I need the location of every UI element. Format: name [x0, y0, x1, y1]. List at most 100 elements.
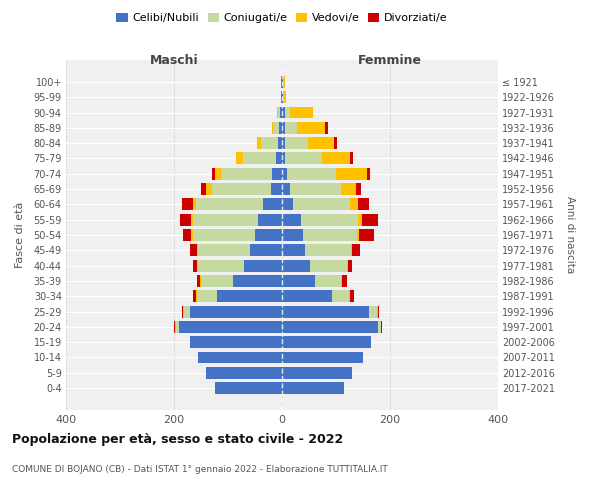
Text: COMUNE DI BOJANO (CB) - Dati ISTAT 1° gennaio 2022 - Elaborazione TUTTITALIA.IT: COMUNE DI BOJANO (CB) - Dati ISTAT 1° ge…: [12, 466, 388, 474]
Bar: [215, 168, 221, 179]
Bar: [316, 275, 341, 287]
Bar: [193, 214, 258, 226]
Bar: [196, 198, 263, 210]
Bar: [274, 122, 280, 134]
Bar: [282, 214, 301, 226]
Bar: [190, 306, 282, 318]
Bar: [282, 137, 285, 149]
Bar: [282, 306, 370, 318]
Bar: [282, 382, 344, 394]
Bar: [350, 244, 352, 256]
Bar: [322, 152, 350, 164]
Bar: [243, 152, 275, 164]
Bar: [282, 260, 310, 272]
Bar: [282, 91, 283, 103]
Bar: [282, 321, 378, 333]
Bar: [285, 152, 322, 164]
Bar: [263, 198, 282, 210]
Bar: [217, 290, 282, 302]
Bar: [358, 214, 362, 226]
Bar: [277, 106, 278, 118]
Bar: [182, 229, 191, 241]
Text: Femmine: Femmine: [358, 54, 422, 66]
Bar: [282, 183, 290, 195]
Bar: [221, 168, 272, 179]
Y-axis label: Fasce di età: Fasce di età: [15, 202, 25, 268]
Bar: [275, 152, 282, 164]
Bar: [282, 290, 332, 302]
Bar: [282, 76, 283, 88]
Bar: [233, 275, 282, 287]
Bar: [212, 183, 271, 195]
Bar: [287, 168, 336, 179]
Bar: [278, 106, 280, 118]
Bar: [175, 321, 176, 333]
Bar: [282, 336, 371, 348]
Bar: [378, 321, 382, 333]
Bar: [282, 352, 363, 364]
Bar: [280, 122, 282, 134]
Bar: [198, 352, 282, 364]
Bar: [193, 198, 196, 210]
Bar: [255, 229, 282, 241]
Bar: [347, 260, 348, 272]
Bar: [196, 290, 197, 302]
Bar: [356, 229, 359, 241]
Bar: [290, 183, 341, 195]
Bar: [341, 183, 356, 195]
Bar: [201, 183, 206, 195]
Bar: [305, 244, 350, 256]
Bar: [367, 168, 370, 179]
Bar: [349, 290, 350, 302]
Bar: [370, 306, 377, 318]
Bar: [281, 91, 282, 103]
Bar: [272, 168, 282, 179]
Bar: [250, 244, 282, 256]
Bar: [280, 106, 282, 118]
Bar: [257, 137, 262, 149]
Bar: [285, 106, 290, 118]
Bar: [348, 260, 352, 272]
Bar: [359, 229, 374, 241]
Bar: [198, 244, 250, 256]
Bar: [206, 367, 282, 379]
Bar: [190, 336, 282, 348]
Bar: [356, 183, 361, 195]
Bar: [244, 260, 282, 272]
Bar: [350, 290, 355, 302]
Bar: [182, 306, 184, 318]
Bar: [258, 214, 282, 226]
Bar: [176, 321, 179, 333]
Bar: [193, 260, 197, 272]
Bar: [350, 152, 353, 164]
Bar: [362, 214, 378, 226]
Bar: [293, 198, 349, 210]
Bar: [197, 290, 217, 302]
Bar: [262, 137, 278, 149]
Bar: [290, 106, 313, 118]
Bar: [282, 168, 287, 179]
Bar: [193, 229, 255, 241]
Bar: [182, 198, 193, 210]
Bar: [325, 122, 328, 134]
Bar: [281, 76, 282, 88]
Bar: [200, 275, 201, 287]
Bar: [297, 122, 325, 134]
Bar: [282, 229, 302, 241]
Bar: [378, 306, 379, 318]
Bar: [358, 198, 369, 210]
Bar: [283, 76, 285, 88]
Bar: [191, 214, 193, 226]
Bar: [206, 183, 212, 195]
Bar: [174, 321, 175, 333]
Bar: [193, 290, 196, 302]
Bar: [283, 91, 286, 103]
Bar: [341, 275, 343, 287]
Bar: [377, 306, 378, 318]
Bar: [271, 183, 282, 195]
Bar: [278, 137, 282, 149]
Bar: [236, 152, 243, 164]
Text: Maschi: Maschi: [149, 54, 199, 66]
Bar: [282, 198, 293, 210]
Bar: [282, 244, 305, 256]
